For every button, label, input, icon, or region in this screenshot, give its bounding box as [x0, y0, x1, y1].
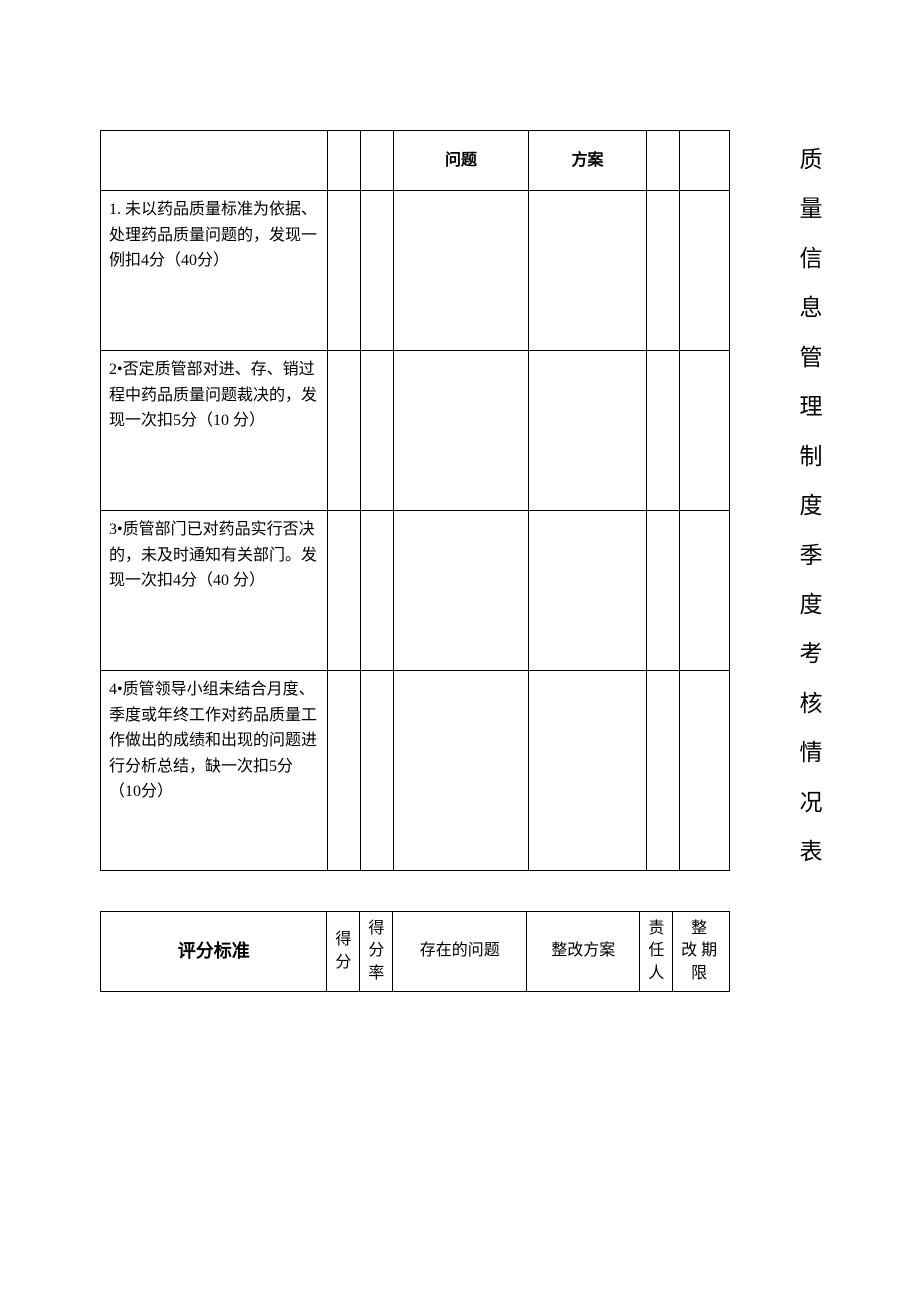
- rate-cell: [361, 511, 394, 671]
- score-cell: [328, 511, 361, 671]
- person-cell: [647, 671, 680, 871]
- deadline-cell: [680, 351, 730, 511]
- criteria-cell: 1. 未以药品质量标准为依据、处理药品质量问题的，发现一例扣4分（40分）: [101, 191, 328, 351]
- header-criteria-label: 评分标准: [101, 912, 327, 992]
- header-problem-cell: 问题: [394, 131, 528, 191]
- solution-cell: [528, 511, 647, 671]
- table-header-row: 问题 方案: [101, 131, 730, 191]
- header-person-cell: [647, 131, 680, 191]
- person-cell: [647, 191, 680, 351]
- score-cell: [328, 191, 361, 351]
- score-cell: [328, 671, 361, 871]
- table-row: 3•质管部门已对药品实行否决的，未及时通知有关部门。发现一次扣4分（40 分）: [101, 511, 730, 671]
- solution-cell: [528, 191, 647, 351]
- criteria-header-table: 评分标准 得分 得分率 存在的问题 整改方案 责任人 整 改期 限: [100, 911, 730, 992]
- table-row: 4•质管领导小组未结合月度、季度或年终工作对药品质量工作做出的成绩和出现的问题进…: [101, 671, 730, 871]
- assessment-table: 问题 方案 1. 未以药品质量标准为依据、处理药品质量问题的，发现一例扣4分（4…: [100, 130, 730, 871]
- header-solution-label: 整改方案: [527, 912, 640, 992]
- criteria-cell: 2•否定质管部对进、存、销过程中药品质量问题裁决的，发现一次扣5分（10 分）: [101, 351, 328, 511]
- criteria-cell: 4•质管领导小组未结合月度、季度或年终工作对药品质量工作做出的成绩和出现的问题进…: [101, 671, 328, 871]
- solution-cell: [528, 351, 647, 511]
- header-deadline-cell: [680, 131, 730, 191]
- header-person-label: 责任人: [640, 912, 673, 992]
- problem-cell: [394, 191, 528, 351]
- table-row: 1. 未以药品质量标准为依据、处理药品质量问题的，发现一例扣4分（40分）: [101, 191, 730, 351]
- vertical-page-title: 质量信息管理制度季度考核情况表: [797, 135, 825, 877]
- header-score-cell: [328, 131, 361, 191]
- deadline-cell: [680, 511, 730, 671]
- solution-cell: [528, 671, 647, 871]
- header-deadline-label: 整 改期 限: [673, 912, 730, 992]
- person-cell: [647, 511, 680, 671]
- header-problem-label: 存在的问题: [393, 912, 527, 992]
- problem-cell: [394, 511, 528, 671]
- header-score-label: 得分: [327, 912, 360, 992]
- problem-cell: [394, 671, 528, 871]
- header-solution-cell: 方案: [528, 131, 647, 191]
- document-page: 问题 方案 1. 未以药品质量标准为依据、处理药品质量问题的，发现一例扣4分（4…: [0, 0, 920, 992]
- problem-cell: [394, 351, 528, 511]
- criteria-cell: 3•质管部门已对药品实行否决的，未及时通知有关部门。发现一次扣4分（40 分）: [101, 511, 328, 671]
- table-header-row: 评分标准 得分 得分率 存在的问题 整改方案 责任人 整 改期 限: [101, 912, 730, 992]
- rate-cell: [361, 191, 394, 351]
- rate-cell: [361, 351, 394, 511]
- header-criteria-cell: [101, 131, 328, 191]
- person-cell: [647, 351, 680, 511]
- table-row: 2•否定质管部对进、存、销过程中药品质量问题裁决的，发现一次扣5分（10 分）: [101, 351, 730, 511]
- header-rate-cell: [361, 131, 394, 191]
- score-cell: [328, 351, 361, 511]
- deadline-cell: [680, 671, 730, 871]
- rate-cell: [361, 671, 394, 871]
- deadline-cell: [680, 191, 730, 351]
- header-rate-label: 得分率: [360, 912, 393, 992]
